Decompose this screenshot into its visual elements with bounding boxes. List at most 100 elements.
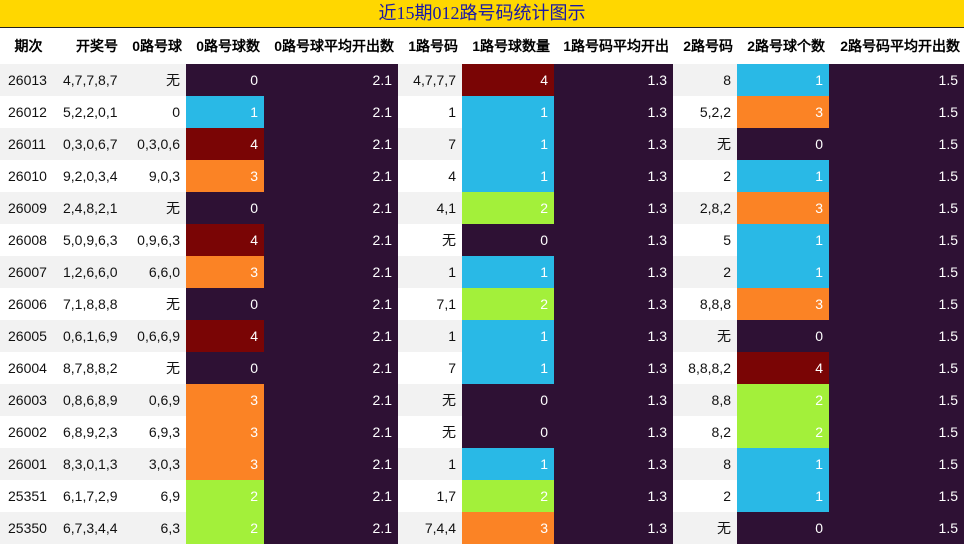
table-row: 26007 1,2,6,6,0 6,6,0 3 2.1 1 1 1.3 2 1 1.5: [0, 256, 964, 288]
cell-route1-balls: 7: [398, 128, 462, 160]
cell-route2-balls: 无: [673, 320, 737, 352]
cell-period: 26008: [0, 224, 57, 256]
cell-route2-balls: 8,8: [673, 384, 737, 416]
cell-route0-count: 3: [186, 160, 264, 192]
cell-route0-balls: 无: [122, 192, 186, 224]
cell-route2-avg: 1.5: [829, 128, 964, 160]
cell-route2-avg: 1.5: [829, 224, 964, 256]
cell-draw-numbers: 1,2,6,6,0: [57, 256, 122, 288]
cell-draw-numbers: 6,1,7,2,9: [57, 480, 122, 512]
cell-route1-avg: 1.3: [554, 64, 673, 96]
cell-route2-balls: 5,2,2: [673, 96, 737, 128]
cell-route0-balls: 0,3,0,6: [122, 128, 186, 160]
header-route1-count: 1路号球数量: [462, 28, 554, 64]
cell-route2-count: 0: [737, 128, 829, 160]
cell-route0-avg: 2.1: [264, 160, 398, 192]
table-row: 26006 7,1,8,8,8 无 0 2.1 7,1 2 1.3 8,8,8 3 1.5: [0, 288, 964, 320]
cell-route2-balls: 8,8,8: [673, 288, 737, 320]
cell-draw-numbers: 5,2,2,0,1: [57, 96, 122, 128]
cell-period: 26009: [0, 192, 57, 224]
cell-route1-balls: 1: [398, 448, 462, 480]
cell-route1-count: 2: [462, 288, 554, 320]
cell-route0-avg: 2.1: [264, 224, 398, 256]
cell-route0-balls: 9,0,3: [122, 160, 186, 192]
cell-route2-avg: 1.5: [829, 160, 964, 192]
cell-route0-balls: 无: [122, 64, 186, 96]
cell-route1-balls: 1,7: [398, 480, 462, 512]
cell-period: 26005: [0, 320, 57, 352]
table-row: 26013 4,7,7,8,7 无 0 2.1 4,7,7,7 4 1.3 8 1 1.5: [0, 64, 964, 96]
header-draw: 开奖号: [57, 28, 122, 64]
cell-route0-balls: 6,3: [122, 512, 186, 544]
cell-period: 26004: [0, 352, 57, 384]
cell-route2-count: 4: [737, 352, 829, 384]
cell-route0-avg: 2.1: [264, 384, 398, 416]
cell-route0-avg: 2.1: [264, 480, 398, 512]
cell-route1-count: 1: [462, 320, 554, 352]
cell-draw-numbers: 6,7,3,4,4: [57, 512, 122, 544]
table-header-row: 期次 开奖号 0路号球 0路号球数 0路号球平均开出数 1路号码 1路号球数量 …: [0, 28, 964, 64]
cell-route0-avg: 2.1: [264, 512, 398, 544]
cell-draw-numbers: 7,1,8,8,8: [57, 288, 122, 320]
table-row: 26003 0,8,6,8,9 0,6,9 3 2.1 无 0 1.3 8,8 2 1.5: [0, 384, 964, 416]
cell-draw-numbers: 5,0,9,6,3: [57, 224, 122, 256]
cell-route1-count: 1: [462, 448, 554, 480]
cell-route0-avg: 2.1: [264, 352, 398, 384]
cell-period: 26006: [0, 288, 57, 320]
table-row: 26008 5,0,9,6,3 0,9,6,3 4 2.1 无 0 1.3 5 1 1.5: [0, 224, 964, 256]
cell-draw-numbers: 0,6,1,6,9: [57, 320, 122, 352]
cell-route1-count: 1: [462, 160, 554, 192]
cell-route2-avg: 1.5: [829, 352, 964, 384]
cell-route2-balls: 2: [673, 480, 737, 512]
cell-route0-count: 3: [186, 256, 264, 288]
cell-route1-count: 0: [462, 416, 554, 448]
cell-period: 25351: [0, 480, 57, 512]
cell-route1-balls: 7: [398, 352, 462, 384]
cell-route2-balls: 2,8,2: [673, 192, 737, 224]
cell-period: 26013: [0, 64, 57, 96]
cell-route1-balls: 7,4,4: [398, 512, 462, 544]
cell-route1-balls: 1: [398, 96, 462, 128]
cell-period: 26010: [0, 160, 57, 192]
header-route1-balls: 1路号码: [398, 28, 462, 64]
cell-route1-count: 4: [462, 64, 554, 96]
cell-route0-balls: 6,6,0: [122, 256, 186, 288]
cell-route0-balls: 6,9,3: [122, 416, 186, 448]
cell-route0-count: 2: [186, 480, 264, 512]
cell-draw-numbers: 9,2,0,3,4: [57, 160, 122, 192]
cell-route2-count: 1: [737, 64, 829, 96]
cell-route0-count: 0: [186, 352, 264, 384]
cell-draw-numbers: 0,8,6,8,9: [57, 384, 122, 416]
cell-route0-balls: 无: [122, 352, 186, 384]
cell-route1-avg: 1.3: [554, 256, 673, 288]
cell-route1-count: 1: [462, 352, 554, 384]
cell-route0-count: 4: [186, 320, 264, 352]
cell-route0-count: 3: [186, 384, 264, 416]
cell-route0-balls: 6,9: [122, 480, 186, 512]
table-row: 25351 6,1,7,2,9 6,9 2 2.1 1,7 2 1.3 2 1 1.5: [0, 480, 964, 512]
cell-route0-count: 0: [186, 192, 264, 224]
table-row: 26004 8,7,8,8,2 无 0 2.1 7 1 1.3 8,8,8,2 4 1.5: [0, 352, 964, 384]
cell-route1-avg: 1.3: [554, 96, 673, 128]
cell-route2-count: 2: [737, 384, 829, 416]
cell-route2-count: 3: [737, 96, 829, 128]
cell-route2-balls: 8: [673, 448, 737, 480]
cell-route2-avg: 1.5: [829, 256, 964, 288]
cell-route2-avg: 1.5: [829, 512, 964, 544]
cell-route2-balls: 8,2: [673, 416, 737, 448]
cell-route0-avg: 2.1: [264, 448, 398, 480]
cell-route1-avg: 1.3: [554, 224, 673, 256]
cell-route0-avg: 2.1: [264, 288, 398, 320]
cell-route2-balls: 2: [673, 256, 737, 288]
cell-route1-balls: 4: [398, 160, 462, 192]
cell-route0-avg: 2.1: [264, 64, 398, 96]
cell-route2-count: 3: [737, 288, 829, 320]
cell-route0-balls: 0: [122, 96, 186, 128]
cell-route2-balls: 8: [673, 64, 737, 96]
cell-route2-balls: 2: [673, 160, 737, 192]
cell-route2-avg: 1.5: [829, 192, 964, 224]
table-row: 26010 9,2,0,3,4 9,0,3 3 2.1 4 1 1.3 2 1 1.5: [0, 160, 964, 192]
table-row: 26009 2,4,8,2,1 无 0 2.1 4,1 2 1.3 2,8,2 3 1.5: [0, 192, 964, 224]
cell-route1-avg: 1.3: [554, 384, 673, 416]
table-row: 26011 0,3,0,6,7 0,3,0,6 4 2.1 7 1 1.3 无 0 1.5: [0, 128, 964, 160]
